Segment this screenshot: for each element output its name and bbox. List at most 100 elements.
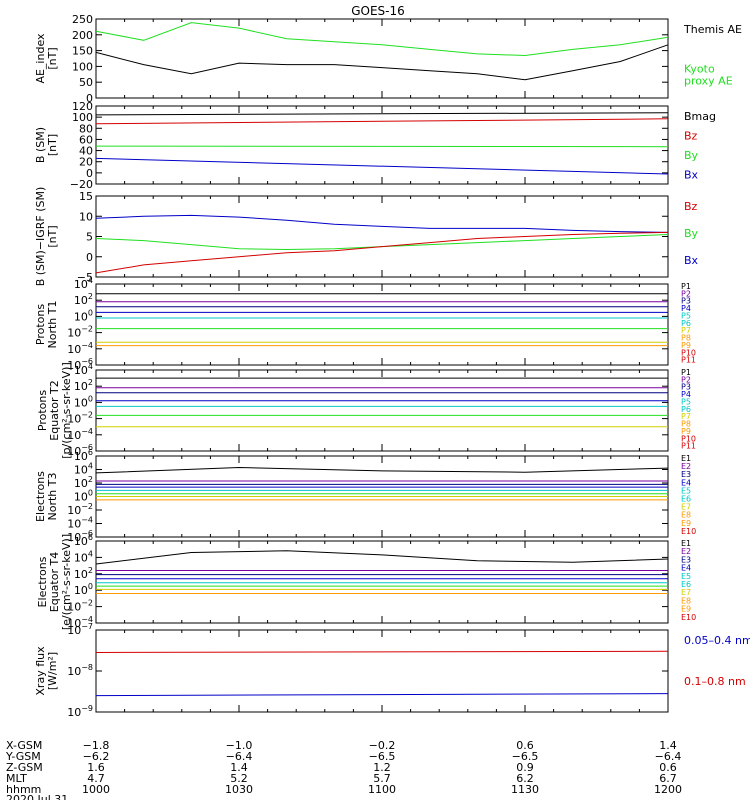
legend-entry: E2 [681, 462, 691, 471]
y-tick-label: 150 [72, 45, 93, 58]
y-tick-label: 104 [74, 276, 93, 291]
legend-entry: P3 [681, 383, 691, 392]
x-axis-row-label: 2020 Jul 31 [6, 793, 68, 800]
x-axis-value: 5.7 [373, 772, 391, 785]
series-line-0-05-0-4-nm [95, 693, 669, 697]
x-axis-row-label: X-GSM [6, 739, 42, 752]
y-tick-label: 10 [79, 210, 93, 223]
y-tick-label: −5 [77, 271, 93, 284]
plot-title: GOES-16 [351, 4, 405, 18]
panel-8: 10−9 10−8 10−7 Xray flux [W/m²] 0.05–0.4 nm 0.… [34, 622, 750, 719]
y-axis-label: Xray flux [34, 646, 47, 696]
y-tick-label: 5 [86, 231, 93, 244]
legend-entry: P8 [681, 334, 691, 343]
y-tick-label: 100 [74, 308, 93, 323]
legend-entry: Bz [684, 130, 698, 143]
x-axis-value: 4.7 [87, 772, 105, 785]
legend-entry: P4 [681, 304, 691, 313]
legend-entry: E7 [681, 588, 691, 597]
y-tick-label: 40 [79, 145, 93, 158]
legend-entry: Kyoto proxy AE [684, 63, 733, 88]
legend-entry: E9 [681, 605, 691, 614]
y-tick-label: −20 [70, 178, 93, 191]
legend-entry: P10 [681, 434, 696, 443]
legend-entry: E8 [681, 596, 691, 605]
legend-entry: P1 [681, 368, 691, 377]
legend-entry: E6 [681, 495, 691, 504]
legend-entry: Bz [684, 200, 698, 213]
legend-entry: Bx [684, 254, 699, 267]
x-axis-row-label: MLT [6, 772, 27, 785]
x-axis-value: 1130 [511, 783, 539, 796]
y-tick-label: 100 [72, 111, 93, 124]
legend-entry: E5 [681, 486, 691, 495]
legend-entry: Bmag [684, 110, 716, 123]
x-axis-value: −1.8 [83, 739, 110, 752]
x-axis-row-label: hhmm [6, 783, 41, 796]
y-tick-label: 104 [74, 362, 93, 377]
y-axis-label: [nT] [46, 225, 59, 247]
panel-frame [95, 105, 669, 185]
y-tick-label: 250 [72, 13, 93, 26]
series-line-e1 [95, 550, 669, 565]
x-axis-value: 0.6 [659, 761, 677, 774]
y-tick-label: 0 [86, 251, 93, 264]
legend-entry: P9 [681, 341, 691, 350]
y-axis-label: Equator T4 [48, 552, 61, 612]
series-line-themis-ae [95, 44, 669, 81]
x-axis-value: 1.2 [373, 761, 391, 774]
panel-frame [95, 369, 669, 452]
legend-entry: E8 [681, 511, 691, 520]
series-line-bx [95, 157, 669, 175]
x-axis-value: −6.5 [512, 750, 539, 763]
panel-frame [95, 195, 669, 278]
panel-3: −5 0 5 10 15 B (SM)−IGRF (SM) [nT] Bz By Bx [34, 187, 699, 287]
legend-entry: E10 [681, 613, 696, 622]
series-line-e1 [95, 466, 669, 474]
legend-entry: E9 [681, 519, 691, 528]
y-axis-label: B (SM) [34, 127, 47, 163]
legend-entry: E7 [681, 503, 691, 512]
series-line-by [95, 145, 669, 148]
legend-entry: E3 [681, 470, 691, 479]
legend-entry: P1 [681, 282, 691, 291]
legend-entry: P10 [681, 348, 696, 357]
legend-entry: P11 [681, 356, 696, 365]
y-axis-label: Protons [34, 304, 47, 345]
y-axis-label: B (SM)−IGRF (SM) [34, 187, 47, 287]
y-tick-label: 10−2 [67, 325, 93, 340]
legend-entry: P6 [681, 405, 691, 414]
legend-entry: E1 [681, 454, 691, 463]
y-tick-label: 100 [72, 60, 93, 73]
series-line-by [95, 234, 669, 251]
legend-entry: E4 [681, 478, 691, 487]
legend-entry: P8 [681, 420, 691, 429]
x-axis-value: −0.2 [369, 739, 396, 752]
legend-entry: Themis AE [683, 23, 742, 36]
x-axis-value: −6.2 [83, 750, 110, 763]
series-line-bz [95, 231, 669, 274]
x-axis-value: 1100 [368, 783, 396, 796]
y-axis-label: [p/(cm²-s-sr-keV)] [60, 362, 73, 459]
y-tick-label: 120 [72, 100, 93, 113]
legend-entry: E5 [681, 572, 691, 581]
legend-entry: P9 [681, 427, 691, 436]
legend-entry: P2 [681, 289, 691, 298]
legend-entry: E1 [681, 539, 691, 548]
x-axis-value: 5.2 [230, 772, 248, 785]
y-tick-label: 0 [86, 167, 93, 180]
legend-entry: P11 [681, 442, 696, 451]
panel-1: 0 50 100 150 200 250 AE_index [nT] Themis AE Kyot… [34, 13, 742, 105]
y-axis-label: [nT] [46, 47, 59, 69]
x-axis-row-label: Y-GSM [5, 750, 41, 763]
x-axis-value: 6.2 [516, 772, 534, 785]
x-axis-value: −6.4 [226, 750, 253, 763]
panel-frame [95, 18, 669, 99]
x-axis-value: −6.4 [655, 750, 682, 763]
y-tick-label: 100 [74, 394, 93, 409]
x-axis-value: 0.6 [516, 739, 534, 752]
y-tick-label: 102 [74, 566, 93, 581]
